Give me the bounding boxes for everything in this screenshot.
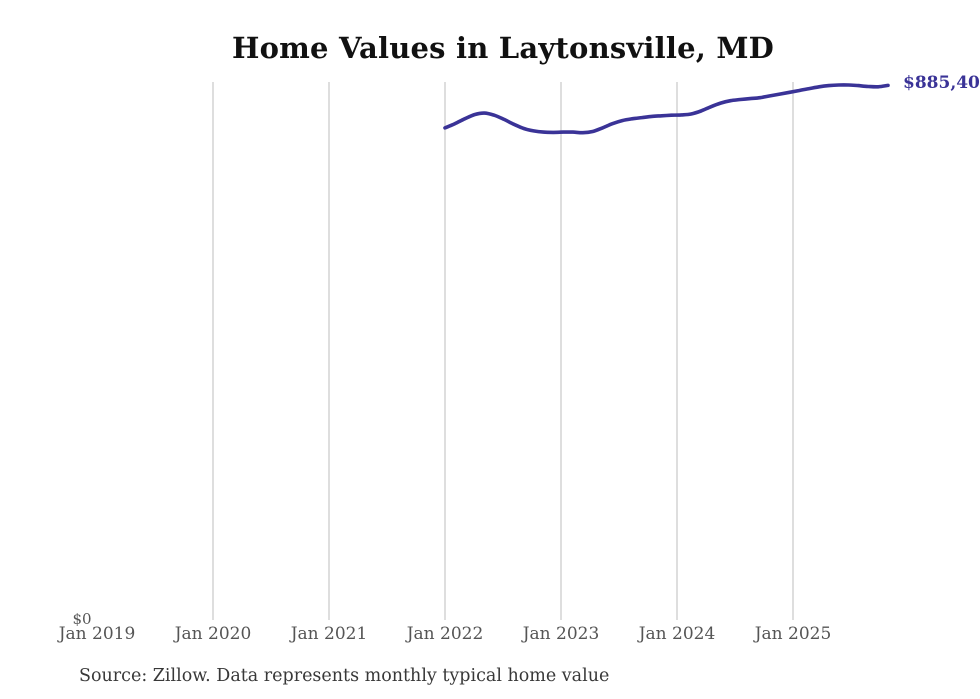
x-tick-label: Jan 2019 — [58, 624, 136, 644]
chart-title: Home Values in Laytonsville, MD — [232, 31, 774, 65]
x-tick-label: Jan 2025 — [754, 624, 832, 644]
x-tick-label: Jan 2024 — [638, 624, 716, 644]
source-attribution-note: Source: Zillow. Data represents monthly … — [79, 666, 610, 686]
line-end-value-label: $885,409 — [903, 73, 980, 93]
home-value-trend-line — [443, 83, 890, 135]
x-tick-label: Jan 2021 — [290, 624, 368, 644]
x-tick-label: Jan 2023 — [522, 624, 600, 644]
y-axis-zero-tick-label: $0 — [72, 610, 92, 628]
x-tick-label: Jan 2020 — [174, 624, 252, 644]
x-tick-label: Jan 2022 — [406, 624, 484, 644]
gridlines — [212, 82, 794, 620]
